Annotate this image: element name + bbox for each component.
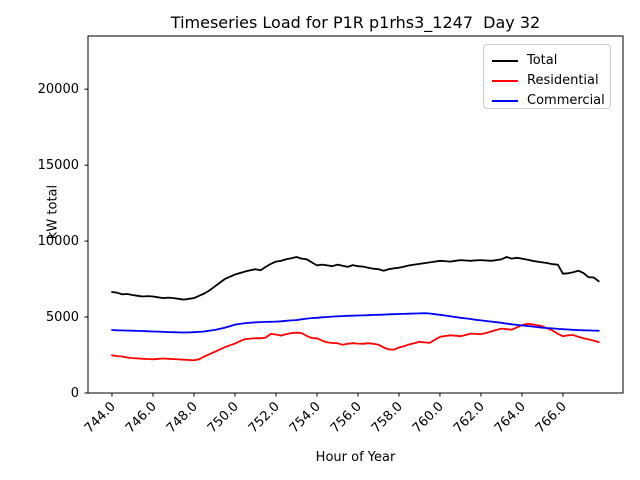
y-tick-labels: 0 5000 10000 15000 20000 (38, 82, 79, 401)
residential-line (111, 322, 600, 362)
legend-line-swatch-commercial (492, 100, 518, 102)
legend-line-swatch-total (492, 60, 518, 62)
x-tick-label: 754.0 (287, 399, 324, 436)
x-tick-label: 766.0 (533, 399, 570, 436)
legend: Total Residential Commercial (483, 44, 611, 109)
x-tick-labels: 744.0 746.0 748.0 750.0 752.0 754.0 756.… (82, 399, 570, 436)
y-tick-label: 10000 (38, 234, 79, 249)
x-tick-label: 762.0 (451, 399, 488, 436)
legend-label: Commercial (527, 93, 605, 108)
x-tick-label: 752.0 (246, 399, 283, 436)
x-tick-label: 748.0 (164, 399, 201, 436)
plot-area (87, 35, 624, 394)
x-axis-label: Hour of Year (315, 450, 396, 465)
legend-line-swatch-residential (492, 80, 518, 82)
y-tick-label: 0 (71, 386, 79, 401)
plot-lines (111, 256, 600, 362)
y-axis-label: kW total (45, 184, 61, 240)
total-line (111, 256, 600, 301)
legend-label: Total (527, 53, 558, 68)
x-tick-label: 760.0 (410, 399, 447, 436)
legend-entry-commercial: Commercial (492, 91, 610, 111)
y-axis-ticks (84, 88, 88, 394)
chart-title: Timeseries Load for P1R p1rhs3_1247 Day … (170, 13, 541, 32)
x-tick-label: 744.0 (82, 399, 119, 436)
x-tick-label: 750.0 (205, 399, 242, 436)
commercial-line (111, 312, 600, 334)
legend-label: Residential (527, 73, 599, 88)
y-tick-label: 20000 (38, 82, 79, 97)
x-tick-label: 746.0 (123, 399, 160, 436)
x-tick-label: 756.0 (328, 399, 365, 436)
legend-entry-residential: Residential (492, 71, 610, 91)
x-axis-ticks (111, 393, 564, 397)
y-tick-label: 15000 (38, 158, 79, 173)
x-tick-label: 764.0 (492, 399, 529, 436)
legend-entry-total: Total (492, 51, 610, 71)
y-tick-label: 5000 (46, 310, 79, 325)
x-tick-label: 758.0 (369, 399, 406, 436)
